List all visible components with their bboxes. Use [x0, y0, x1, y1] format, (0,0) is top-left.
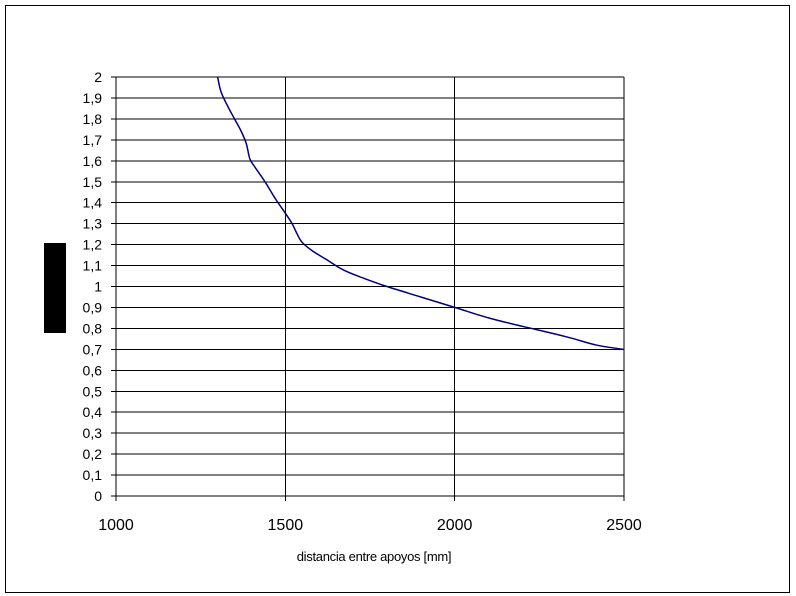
x-tick-label: 2000 [437, 517, 473, 534]
y-tick-label: 1,9 [83, 90, 103, 106]
y-tick-label: 0 [94, 488, 102, 504]
y-tick-label: 1,4 [83, 195, 103, 211]
y-tick-label: 1,5 [83, 174, 103, 190]
axes [111, 76, 625, 501]
x-axis-label: distancia entre apoyos [mm] [296, 549, 452, 564]
chart-frame [5, 5, 790, 593]
y-tick-labels: 0 0,1 0,2 0,3 0,4 0,5 0,6 0,7 0,8 0,9 1 1,1 1,2 1,3 1,… [83, 69, 103, 504]
x-tick-label: 1000 [98, 517, 134, 534]
x-tick-labels: 1000 1500 2000 2500 [98, 517, 642, 534]
y-tick-label: 1,7 [83, 132, 103, 148]
y-tick-label: 0,6 [83, 362, 103, 378]
x-tick-label: 1500 [268, 517, 304, 534]
series-line [216, 76, 625, 351]
y-tick-label: 2 [94, 69, 102, 85]
y-tick-label: 0,2 [83, 446, 103, 462]
series-group [216, 76, 625, 351]
y-tick-label: 0,7 [83, 341, 103, 357]
y-tick-label: 0,3 [83, 425, 103, 441]
y-tick-label: 1,2 [83, 237, 103, 253]
y-tick-label: 0,5 [83, 383, 103, 399]
y-axis-label-redacted [44, 243, 66, 333]
y-tick-label: 1 [94, 279, 102, 295]
grid [115, 76, 625, 496]
y-tick-label: 1,1 [83, 258, 103, 274]
y-tick-label: 1,8 [83, 111, 103, 127]
y-tick-label: 0,1 [83, 467, 103, 483]
y-tick-label: 1,3 [83, 216, 103, 232]
y-tick-label: 1,6 [83, 153, 103, 169]
y-tick-label: 0,8 [83, 320, 103, 336]
x-tick-label: 2500 [606, 517, 642, 534]
y-tick-label: 0,9 [83, 299, 103, 315]
y-tick-label: 0,4 [83, 404, 103, 420]
